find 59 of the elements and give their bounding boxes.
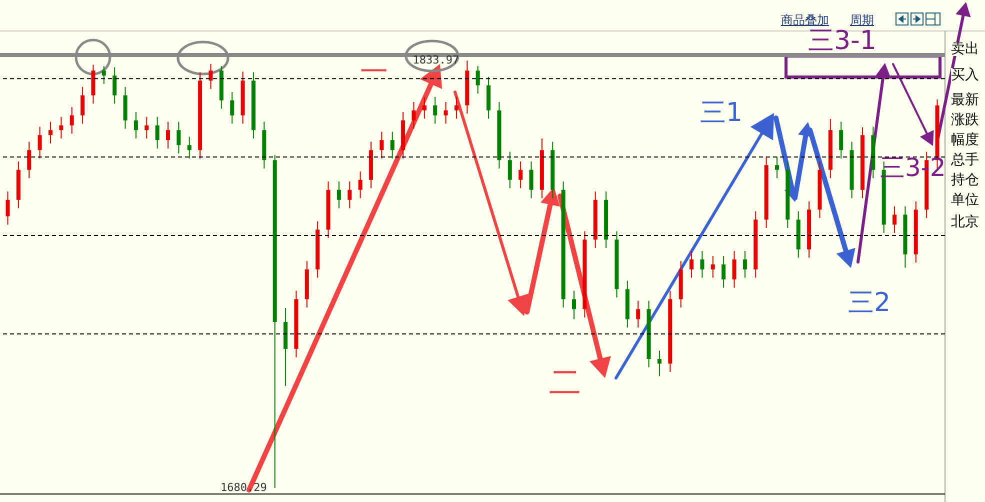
candlestick: [422, 96, 426, 120]
candlestick: [508, 151, 512, 189]
candlestick: [144, 116, 149, 139]
text: 总手: [951, 152, 979, 168]
candlestick: [336, 181, 341, 209]
candlestick: [742, 250, 747, 278]
candlestick: [529, 161, 534, 199]
text: 三3-1: [808, 26, 876, 56]
candlestick: [176, 121, 181, 154]
candlestick: [348, 181, 352, 209]
candlestick: [657, 350, 662, 377]
candlestick: [80, 86, 85, 124]
candlestick: [636, 300, 640, 328]
candlestick: [774, 156, 779, 179]
candlestick: [518, 161, 523, 189]
candlestick: [380, 131, 384, 159]
candlestick: [476, 66, 480, 94]
candlestick: [230, 91, 234, 124]
candlestick: [102, 66, 106, 84]
text: 北京: [951, 214, 979, 230]
candlestick: [433, 96, 438, 124]
candlestick: [27, 141, 32, 179]
text: 买入: [951, 67, 979, 83]
text: 涨跌: [951, 112, 979, 128]
candlestick: [700, 250, 704, 278]
text: 单位: [951, 192, 979, 208]
candlestick: [48, 121, 52, 144]
candlestick: [6, 191, 10, 226]
candlestick: [38, 126, 42, 159]
text: 卖出: [951, 41, 979, 57]
text: 持仓: [951, 172, 979, 188]
candlestick: [412, 101, 416, 130]
candlestick: [70, 106, 74, 134]
candlestick: [454, 96, 458, 120]
candlestick: [892, 206, 897, 234]
text: 商品叠加: [781, 13, 829, 27]
candlestick: [839, 121, 844, 159]
annotation: 一: [360, 55, 388, 88]
annotation: 二: [549, 363, 581, 401]
candlestick: [187, 136, 192, 159]
candlestick: [710, 256, 715, 278]
candlestick: [59, 116, 64, 139]
annotation: 三1: [700, 98, 743, 128]
candlestick: [390, 131, 394, 159]
candlestick: [134, 112, 138, 139]
candlestick: [155, 116, 160, 149]
candlestick: [166, 121, 170, 149]
candlestick: [444, 101, 448, 124]
candlestick: [208, 63, 213, 90]
text: 幅度: [951, 132, 979, 148]
candlestick: [358, 171, 362, 199]
candlestick: [732, 250, 736, 288]
candlestick: [572, 290, 576, 320]
candlestick: [112, 66, 117, 104]
candlestick: [722, 256, 726, 288]
annotation: 三2: [848, 288, 891, 318]
candlestick: [690, 250, 694, 278]
text: 周期: [850, 13, 874, 27]
text: 最新: [951, 92, 979, 108]
